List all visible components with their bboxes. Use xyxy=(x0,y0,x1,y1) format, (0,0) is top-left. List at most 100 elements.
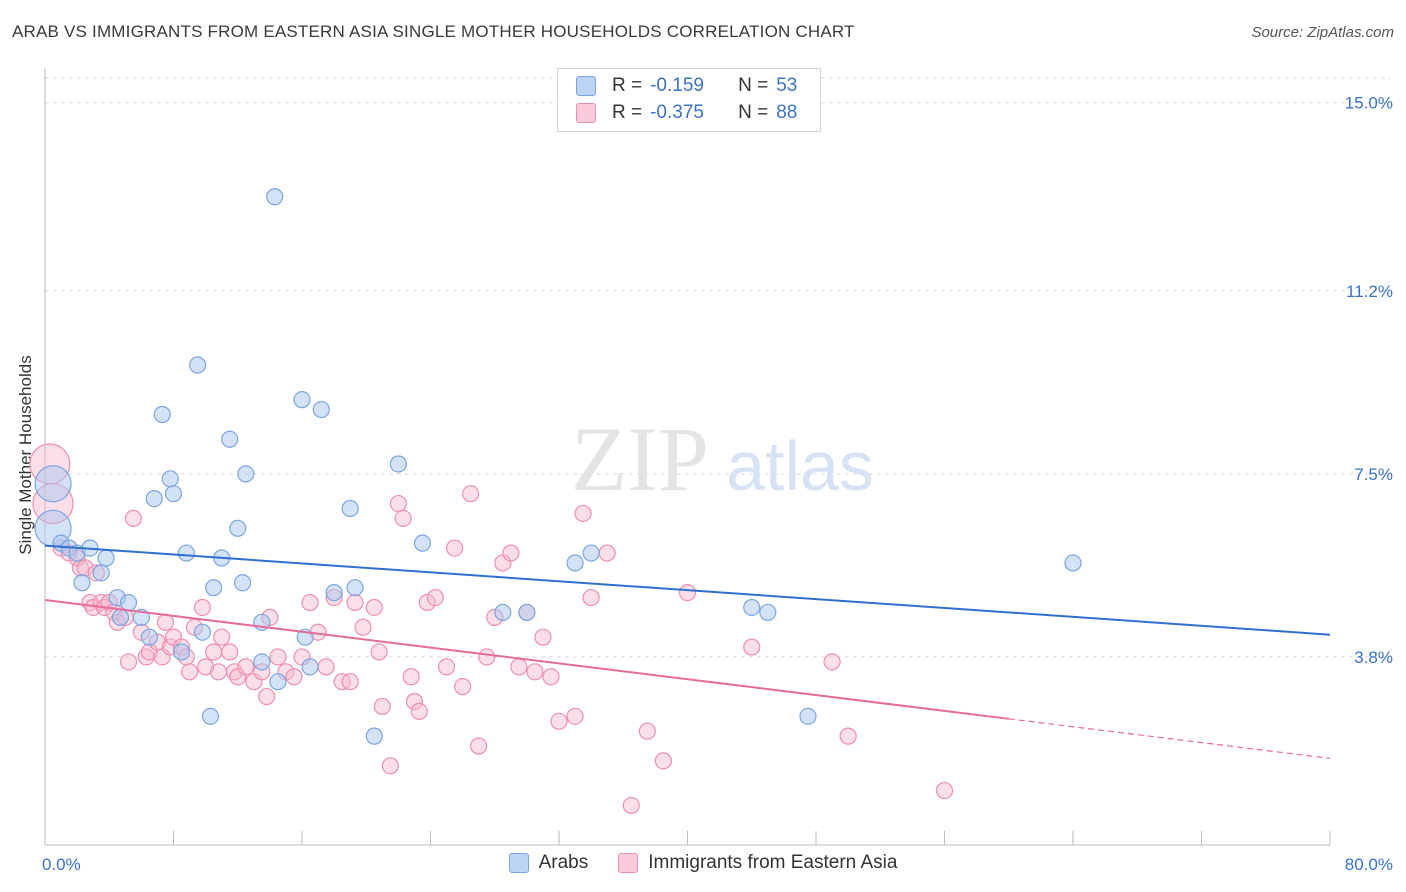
eastasia-point xyxy=(389,494,407,513)
arabs-n-label: N = xyxy=(738,75,769,96)
eastasia-point xyxy=(534,628,552,646)
grid-lines xyxy=(45,77,1390,658)
eastasia-point xyxy=(454,678,472,696)
arabs-point xyxy=(389,455,407,473)
arabs-point xyxy=(172,643,191,661)
eastasia-point xyxy=(638,722,656,740)
eastasia-point xyxy=(426,588,444,607)
arabs-point xyxy=(365,727,383,745)
eastasia-point xyxy=(502,544,520,562)
legend-arabs-label: Arabs xyxy=(538,852,589,873)
arabs-point xyxy=(97,549,115,567)
eastasia-point xyxy=(205,643,223,661)
eastasia-point xyxy=(839,727,857,745)
arabs-point xyxy=(221,430,239,448)
eastasia-point xyxy=(370,643,388,661)
eastasia-r-value: -0.375 xyxy=(650,102,704,123)
arabs-trend-line xyxy=(44,544,1331,636)
arabs-point xyxy=(325,584,343,602)
eastasia-point xyxy=(445,539,464,557)
eastasia-point xyxy=(542,668,560,686)
legend-eastasia-swatch xyxy=(618,853,639,873)
eastasia-point xyxy=(341,673,359,691)
arabs-point xyxy=(237,465,255,483)
trend-lines xyxy=(44,544,1331,759)
arabs-point xyxy=(494,603,512,622)
y-tick-label: 7.5% xyxy=(1354,465,1393,484)
eastasia-point xyxy=(394,509,412,528)
eastasia-point xyxy=(365,598,383,617)
arabs-point xyxy=(799,707,817,725)
eastasia-point xyxy=(354,618,372,636)
watermark-atlas: atlas xyxy=(726,427,874,505)
chart-title: ARAB VS IMMIGRANTS FROM EASTERN ASIA SIN… xyxy=(12,22,855,41)
arabs-point xyxy=(119,593,138,612)
eastasia-point xyxy=(935,781,954,800)
eastasia-point xyxy=(221,643,239,661)
eastasia-r-label: R = xyxy=(612,102,643,123)
y-tick-label: 3.8% xyxy=(1354,648,1393,667)
correlation-legend: R = -0.159 N = 53 R = -0.375 N = 88 xyxy=(557,68,821,132)
arabs-point xyxy=(582,544,600,562)
watermark-zip: ZIP xyxy=(571,408,709,510)
eastasia-point xyxy=(346,593,364,612)
eastasia-point xyxy=(180,663,199,681)
source-label: Source: ZipAtlas.com xyxy=(1251,24,1394,41)
eastasia-trend-extension xyxy=(1008,718,1331,759)
eastasia-point xyxy=(209,663,228,681)
arabs-point xyxy=(269,673,287,691)
arabs-point xyxy=(293,391,311,409)
arabs-point xyxy=(177,544,195,562)
eastasia-point xyxy=(582,588,600,607)
legend-row-eastasia: R = -0.375 N = 88 xyxy=(576,100,797,126)
eastasia-point xyxy=(193,598,212,617)
eastasia-swatch xyxy=(576,103,596,123)
arabs-point xyxy=(145,490,163,508)
eastasia-point xyxy=(213,628,231,646)
eastasia-point xyxy=(301,593,319,612)
eastasia-point xyxy=(462,485,480,503)
eastasia-point xyxy=(124,509,142,528)
y-tick-label: 15.0% xyxy=(1345,94,1393,113)
arabs-point xyxy=(193,623,212,641)
eastasia-point xyxy=(550,712,568,730)
eastasia-point xyxy=(654,752,673,770)
arabs-point xyxy=(266,188,284,206)
series-legend: Arabs Immigrants from Eastern Asia xyxy=(0,852,1406,874)
arabs-point xyxy=(566,554,584,572)
arabs-point xyxy=(201,707,220,725)
arabs-point xyxy=(233,574,252,592)
eastasia-point xyxy=(743,638,761,656)
eastasia-point xyxy=(526,663,544,681)
eastasia-point xyxy=(156,613,175,631)
arabs-point xyxy=(153,405,171,424)
arabs-point xyxy=(759,603,777,622)
arabs-point xyxy=(188,356,207,374)
arabs-point xyxy=(140,628,159,646)
eastasia-point xyxy=(622,796,640,815)
eastasia-point xyxy=(678,584,697,602)
legend-item-eastasia: Immigrants from Eastern Asia xyxy=(618,852,897,874)
eastasia-point xyxy=(478,648,496,666)
legend-row-arabs: R = -0.159 N = 53 xyxy=(576,73,797,99)
arabs-point xyxy=(164,485,183,503)
arabs-point xyxy=(73,574,91,592)
eastasia-point xyxy=(258,687,276,706)
arabs-swatch xyxy=(576,76,596,96)
eastasia-point xyxy=(119,653,138,671)
arabs-point xyxy=(34,465,72,503)
arabs-point xyxy=(92,564,110,582)
arabs-point xyxy=(1064,554,1082,572)
eastasia-point xyxy=(566,707,584,725)
eastasia-point xyxy=(470,737,488,755)
eastasia-point xyxy=(410,702,428,720)
axes xyxy=(44,68,1331,846)
eastasia-n-label: N = xyxy=(738,102,769,123)
x-tick-label-min: 0.0% xyxy=(42,855,81,874)
tick-labels: 3.8% 7.5% 11.2% 15.0% 0.0% 80.0% xyxy=(42,94,1393,874)
x-tick-label-max: 80.0% xyxy=(1345,855,1393,874)
arabs-point xyxy=(253,653,271,671)
eastasia-n-value: 88 xyxy=(776,102,798,123)
arabs-r-label: R = xyxy=(612,75,643,96)
